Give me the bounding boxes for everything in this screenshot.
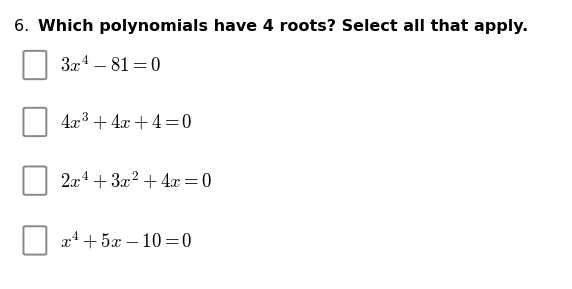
Text: $3x^4 - 81 = 0$: $3x^4 - 81 = 0$	[60, 55, 161, 75]
FancyBboxPatch shape	[23, 51, 46, 79]
Text: Which polynomials have 4 roots? Select all that apply.: Which polynomials have 4 roots? Select a…	[38, 19, 529, 34]
FancyBboxPatch shape	[23, 166, 46, 195]
Text: $4x^3 + 4x + 4 = 0$: $4x^3 + 4x + 4 = 0$	[60, 111, 193, 133]
Text: 6.: 6.	[14, 19, 35, 34]
Text: $2x^4 + 3x^2 + 4x = 0$: $2x^4 + 3x^2 + 4x = 0$	[60, 170, 212, 192]
FancyBboxPatch shape	[23, 226, 46, 255]
Text: $x^4 + 5x - 10 = 0$: $x^4 + 5x - 10 = 0$	[60, 229, 193, 251]
FancyBboxPatch shape	[23, 108, 46, 136]
